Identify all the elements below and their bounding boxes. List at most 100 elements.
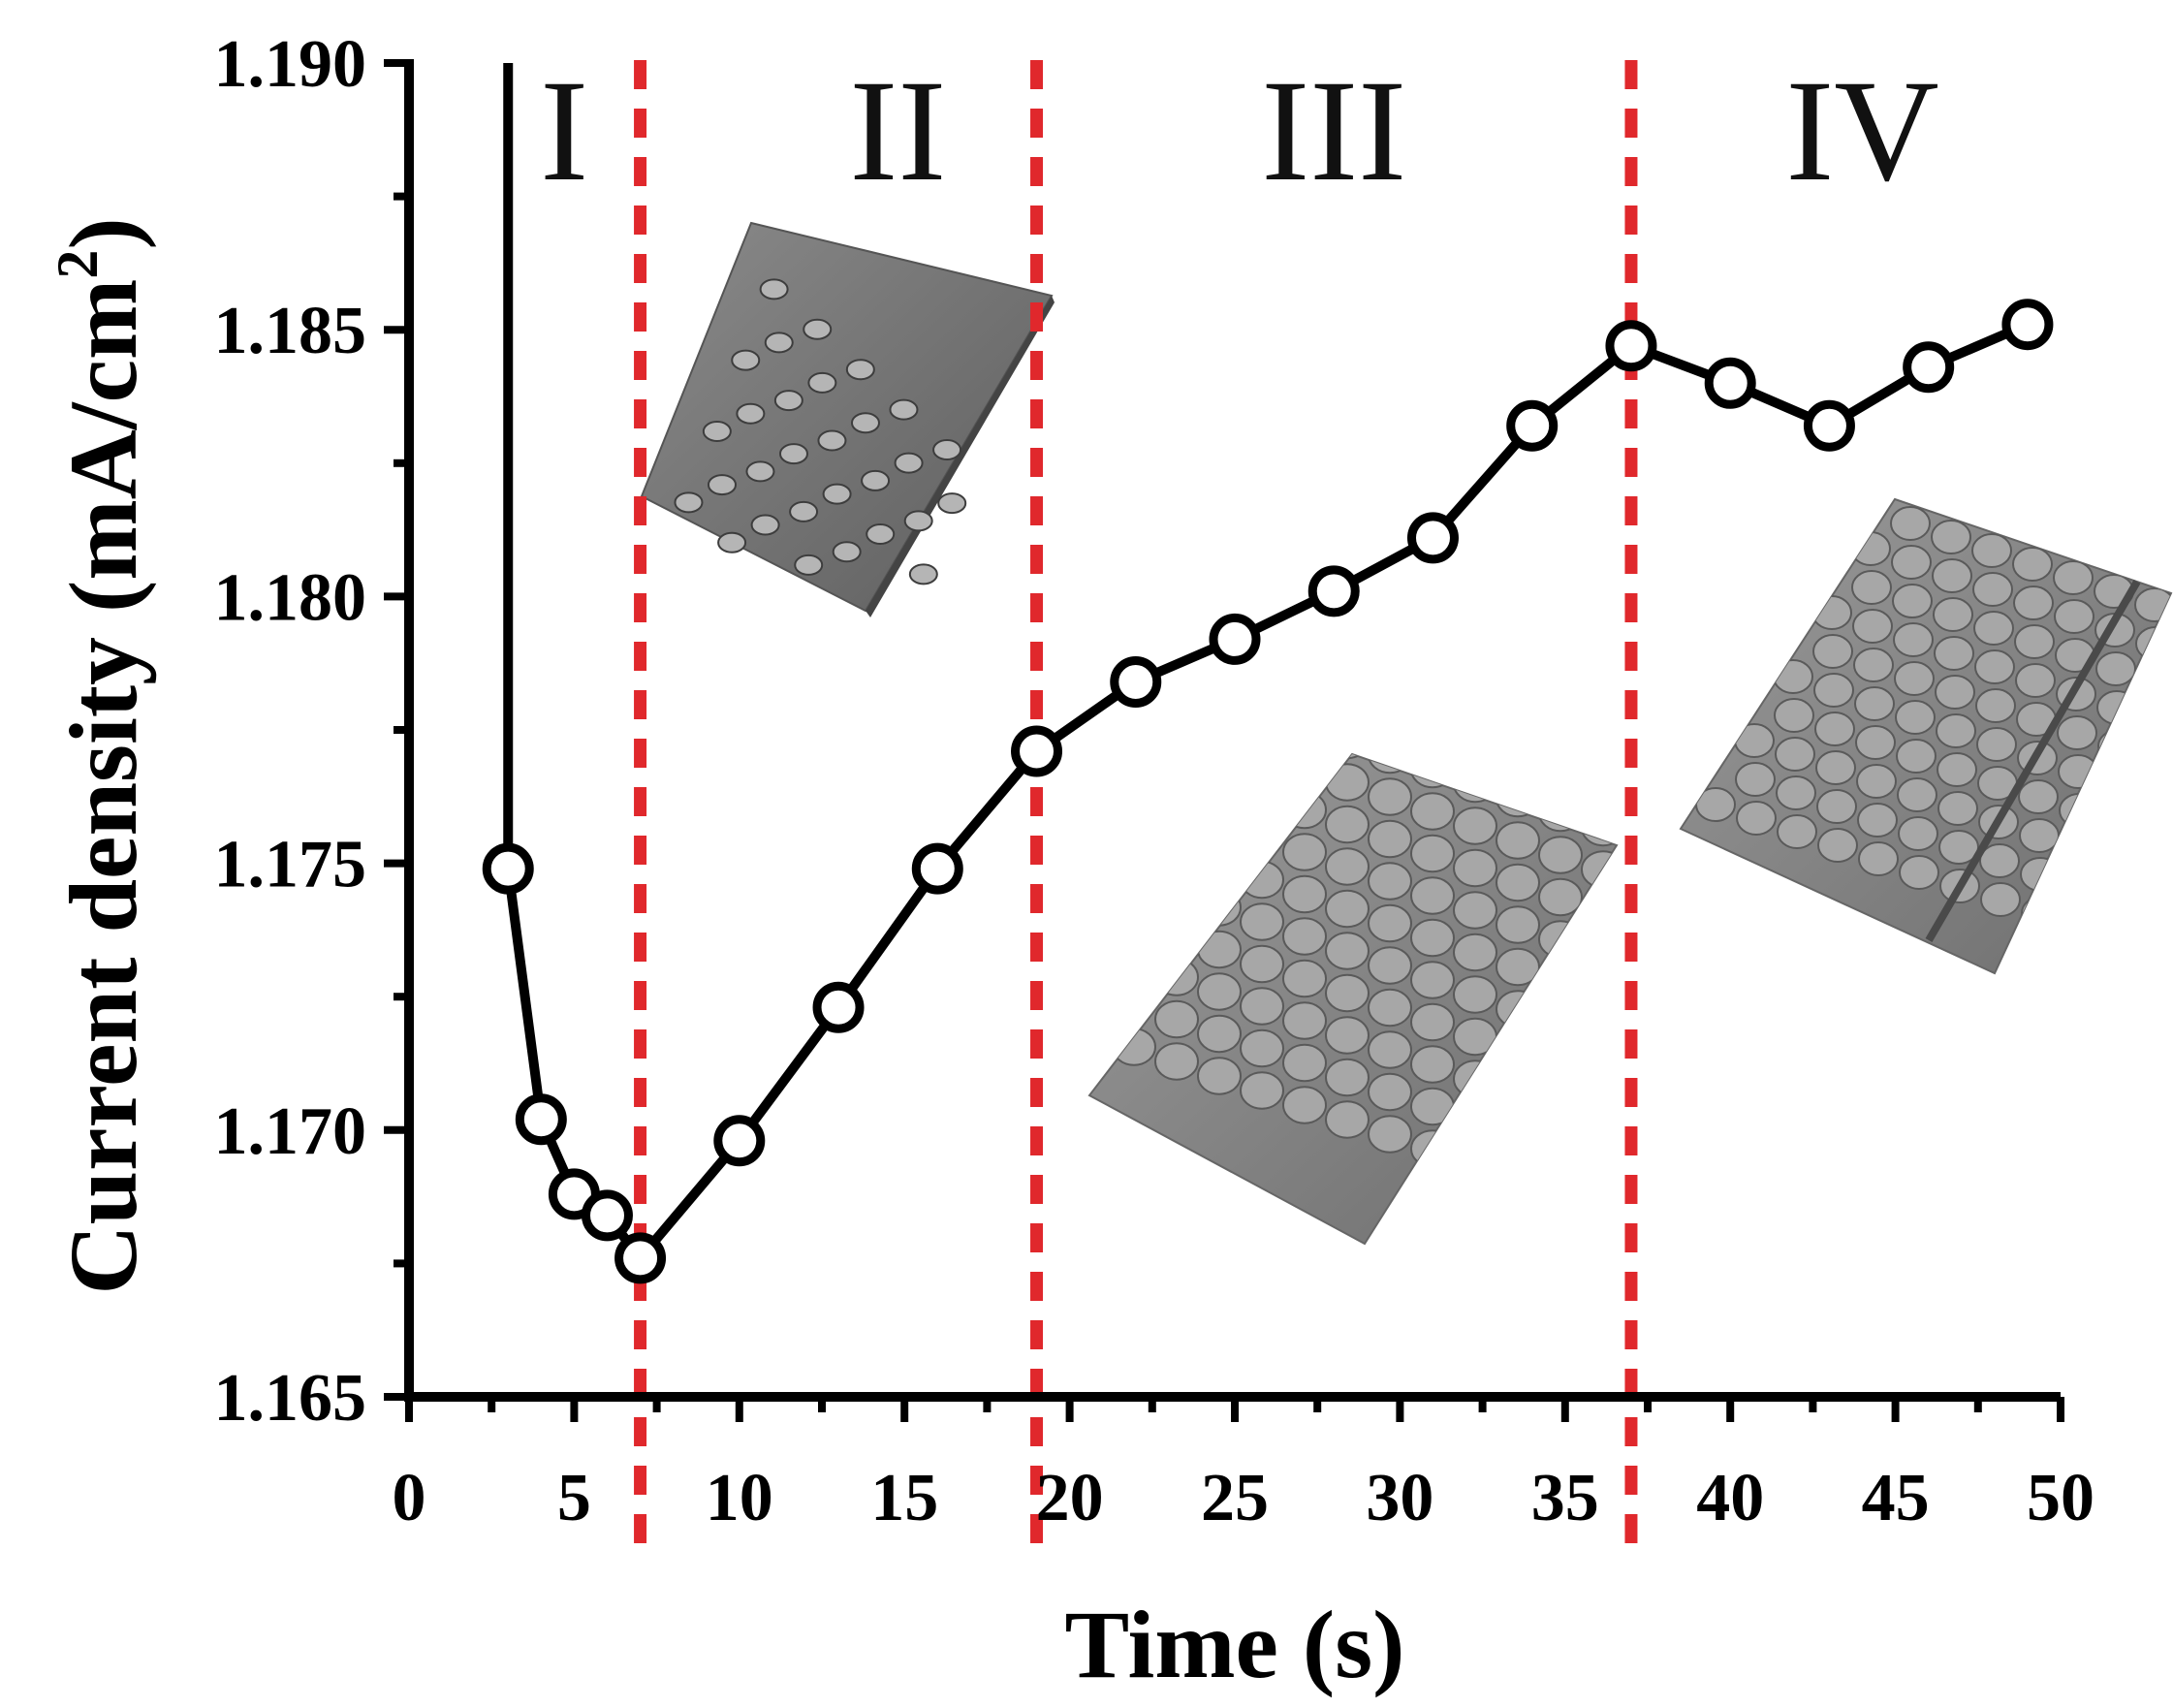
inset-cell bbox=[1325, 932, 1370, 970]
inset-cell bbox=[2057, 715, 2097, 750]
sem-inset-multilayer bbox=[1679, 497, 2173, 975]
inset-cell bbox=[1667, 923, 1710, 959]
inset-cell bbox=[1538, 1130, 1583, 1170]
inset-particle bbox=[674, 491, 704, 514]
line-segment bbox=[1946, 329, 2010, 363]
x-tick-label: 5 bbox=[557, 1461, 591, 1535]
inset-cell bbox=[2015, 663, 2056, 698]
inset-cell bbox=[1667, 1049, 1710, 1085]
inset-cell bbox=[1850, 531, 1891, 566]
data-point bbox=[1506, 399, 1559, 452]
inset-cell bbox=[1197, 1057, 1242, 1095]
region-dividers bbox=[634, 60, 1638, 1563]
inset-cell bbox=[1581, 892, 1617, 932]
x-tick-label: 40 bbox=[1696, 1461, 1764, 1535]
inset-cell bbox=[1775, 737, 1815, 772]
inset-cell bbox=[1971, 533, 2012, 568]
inset-cell bbox=[2095, 651, 2136, 686]
inset-cell bbox=[1776, 775, 1816, 810]
x-tick-label: 15 bbox=[870, 1461, 938, 1535]
inset-cell bbox=[1856, 764, 1897, 799]
inset-cell bbox=[1240, 1028, 1284, 1068]
line-segment bbox=[1351, 545, 1416, 585]
inset-cell bbox=[1777, 814, 1817, 849]
inset-cell bbox=[1582, 682, 1624, 718]
inset-cell bbox=[1774, 698, 1814, 733]
inset-cell bbox=[1325, 1100, 1370, 1139]
inset-cell bbox=[1325, 1016, 1370, 1055]
inset-particle bbox=[764, 332, 794, 354]
inset-cell bbox=[2137, 704, 2171, 739]
inset-cell bbox=[1667, 965, 1710, 1000]
data-point bbox=[1803, 399, 1855, 452]
y-tick-label: 1.185 bbox=[214, 294, 367, 368]
inset-cell bbox=[1197, 1014, 1242, 1054]
y-axis-title: Current density (mA/cm2) bbox=[46, 217, 157, 1294]
y-tick-label: 1.190 bbox=[214, 27, 367, 102]
inset-cell bbox=[1454, 639, 1496, 675]
inset-cell bbox=[1154, 958, 1199, 996]
inset-cell bbox=[1453, 807, 1497, 845]
inset-cell bbox=[1368, 903, 1412, 943]
inset-cell bbox=[1858, 841, 1899, 876]
region-label-IV: IV bbox=[1785, 50, 1938, 211]
inset-cell bbox=[1813, 673, 1854, 708]
data-point bbox=[482, 842, 534, 895]
inset-cell bbox=[1240, 987, 1284, 1026]
inset-cell bbox=[1240, 1071, 1284, 1110]
inset-cell bbox=[1282, 917, 1327, 956]
inset-cell bbox=[1852, 609, 1893, 644]
inset-particle bbox=[731, 349, 761, 371]
x-tick-label: 30 bbox=[1366, 1461, 1433, 1535]
inset-cell bbox=[1581, 934, 1617, 973]
inset-cell bbox=[1894, 661, 1935, 696]
inset-cell bbox=[1539, 668, 1582, 704]
inset-cell bbox=[1368, 1115, 1412, 1154]
inset-cell bbox=[1710, 895, 1752, 931]
line-segment bbox=[1052, 691, 1120, 743]
inset-cell bbox=[1736, 801, 1777, 836]
inset-cell bbox=[1453, 1144, 1497, 1183]
line-segment bbox=[651, 1154, 729, 1245]
inset-cell bbox=[1282, 1043, 1327, 1083]
inset-cell bbox=[1853, 648, 1894, 682]
line-segment bbox=[749, 1023, 829, 1125]
inset-cell bbox=[1890, 506, 1931, 541]
inset-cell bbox=[2093, 535, 2133, 570]
inset-cell bbox=[2133, 549, 2171, 584]
inset-cell bbox=[1933, 597, 1973, 632]
line-segment bbox=[617, 1230, 630, 1244]
inset-cell bbox=[1240, 902, 1284, 941]
inset-cell bbox=[2101, 884, 2142, 919]
inset-particle bbox=[908, 563, 938, 585]
inset-cell bbox=[1898, 816, 1938, 851]
inset-cell bbox=[1410, 792, 1455, 831]
x-tick-label: 25 bbox=[1201, 1461, 1269, 1535]
line-segment bbox=[506, 888, 543, 1100]
inset-particle bbox=[889, 398, 919, 421]
inset-cell bbox=[1538, 1173, 1583, 1212]
inset-cell bbox=[1970, 499, 2011, 529]
inset-particle bbox=[817, 429, 847, 452]
inset-cell bbox=[1667, 1007, 1710, 1043]
data-point bbox=[713, 1115, 766, 1167]
inset-cell bbox=[1496, 1031, 1540, 1071]
inset-cell bbox=[1734, 723, 1775, 758]
inset-cell bbox=[1325, 847, 1370, 886]
line-segment bbox=[1748, 388, 1811, 421]
inset-cell bbox=[1538, 877, 1583, 917]
inset-cell bbox=[1973, 611, 2014, 646]
inset-cell bbox=[1325, 805, 1370, 844]
inset-cell bbox=[1815, 750, 1856, 785]
y-axis-ticks: 1.165 1.170 1.175 1.180 1.185 1.190 bbox=[214, 27, 409, 1436]
line-segment bbox=[1153, 644, 1217, 678]
inset-cell bbox=[1667, 880, 1710, 916]
inset-cell bbox=[1411, 624, 1454, 660]
inset-cell bbox=[1453, 1101, 1497, 1141]
inset-cell bbox=[1581, 1145, 1617, 1185]
inset-cell bbox=[1368, 988, 1412, 1028]
inset-cell bbox=[2014, 624, 2055, 659]
inset-cell bbox=[1369, 610, 1411, 646]
inset-cell bbox=[1735, 762, 1776, 797]
